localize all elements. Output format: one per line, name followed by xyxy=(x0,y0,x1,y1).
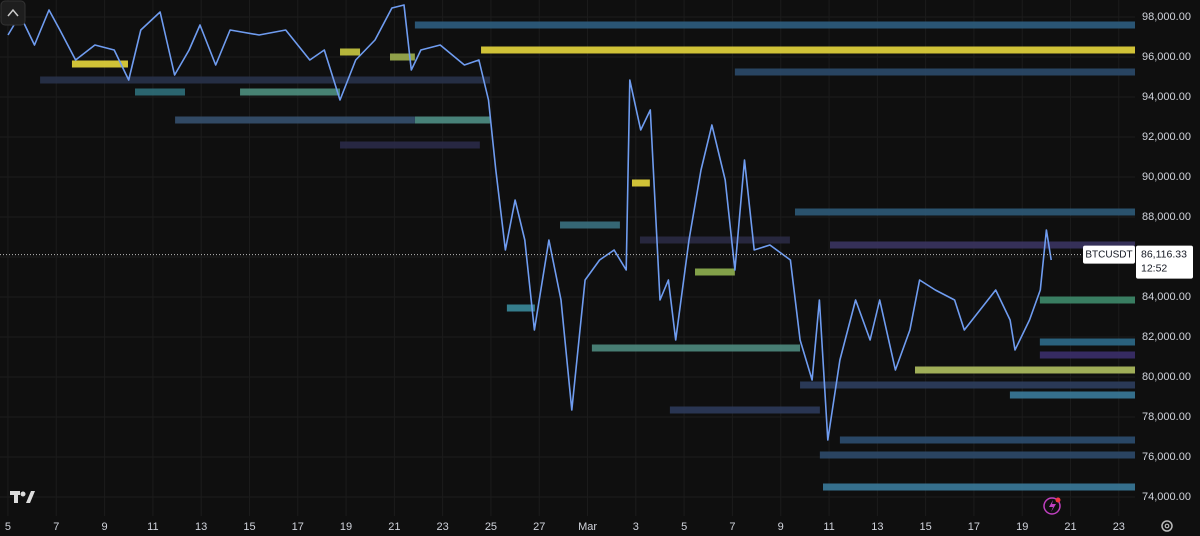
scroll-button[interactable] xyxy=(0,0,26,26)
x-tick-label: Mar xyxy=(578,521,597,533)
liquidity-level xyxy=(639,236,790,244)
grid xyxy=(0,0,1135,516)
last-price-label: 86,116.33 xyxy=(1141,248,1187,260)
liquidity-level xyxy=(669,406,820,414)
liquidity-level xyxy=(414,21,1135,29)
liquidity-level xyxy=(1039,338,1135,346)
liquidity-level xyxy=(240,88,341,96)
x-tick-label: 7 xyxy=(729,521,735,533)
liquidity-level xyxy=(71,60,128,68)
liquidity-level xyxy=(800,381,1135,389)
x-tick-label: 7 xyxy=(53,521,59,533)
x-tick-label: 25 xyxy=(485,521,497,533)
x-tick-label: 11 xyxy=(147,521,158,533)
tradingview-logo xyxy=(10,491,35,503)
liquidity-level xyxy=(915,366,1135,374)
symbol-badge xyxy=(1083,245,1135,264)
y-tick-label: 74,000.00 xyxy=(1142,491,1191,503)
y-tick-label: 78,000.00 xyxy=(1142,411,1191,423)
liquidity-level xyxy=(175,116,415,124)
liquidity-level xyxy=(40,76,490,84)
liquidity-level xyxy=(134,88,185,96)
x-tick-label: 17 xyxy=(968,521,980,533)
x-tick-label: 5 xyxy=(5,521,11,533)
liquidity-level xyxy=(819,451,1135,459)
price-line xyxy=(7,4,1052,441)
x-tick-label: 21 xyxy=(388,521,400,533)
x-tick-label: 17 xyxy=(292,521,304,533)
x-tick-label: 15 xyxy=(243,521,255,533)
y-tick-label: 88,000.00 xyxy=(1142,211,1191,223)
x-tick-label: 23 xyxy=(437,521,449,533)
y-tick-label: 80,000.00 xyxy=(1142,371,1191,383)
liquidity-level xyxy=(340,141,480,149)
countdown-label: 12:52 xyxy=(1141,262,1167,274)
x-tick-label: 15 xyxy=(920,521,932,533)
alert-icon[interactable] xyxy=(1043,497,1061,515)
symbol-label: BTCUSDT xyxy=(1085,249,1132,260)
liquidity-level xyxy=(839,436,1135,444)
x-tick-label: 23 xyxy=(1113,521,1125,533)
liquidity-level xyxy=(734,68,1135,76)
y-tick-label: 82,000.00 xyxy=(1142,331,1191,343)
x-tick-label: 19 xyxy=(1016,521,1028,533)
x-tick-label: 13 xyxy=(871,521,883,533)
up-arrow-icon xyxy=(7,8,19,17)
x-tick-label: 3 xyxy=(633,521,639,533)
liquidity-level xyxy=(481,46,1135,54)
x-tick-label: 9 xyxy=(778,521,784,533)
liquidity-level xyxy=(591,344,801,352)
liquidity-level xyxy=(631,179,650,187)
y-tick-label: 98,000.00 xyxy=(1142,11,1191,23)
x-tick-label: 5 xyxy=(681,521,687,533)
y-tick-label: 90,000.00 xyxy=(1142,171,1191,183)
x-tick-label: 11 xyxy=(823,521,834,533)
liquidity-level xyxy=(340,48,361,56)
y-tick-label: 76,000.00 xyxy=(1142,451,1191,463)
x-tick-label: 21 xyxy=(1064,521,1076,533)
liquidity-level xyxy=(390,53,415,61)
price-layer xyxy=(0,4,1135,441)
y-tick-label: 92,000.00 xyxy=(1142,131,1191,143)
liquidity-level xyxy=(794,208,1135,216)
liquidity-level xyxy=(695,268,735,276)
liquidity-level xyxy=(822,483,1135,491)
liquidity-level xyxy=(506,304,535,312)
liquidity-level xyxy=(1039,296,1135,304)
liquidity-level xyxy=(1039,351,1135,359)
liquidity-level xyxy=(1009,391,1135,399)
liquidity-level xyxy=(829,241,1135,249)
settings-icon[interactable] xyxy=(1161,520,1173,532)
heatmap xyxy=(40,21,1135,491)
x-tick-label: 9 xyxy=(102,521,108,533)
axes: 74,000.00 76,000.00 78,000.00 80,000.00 82,0… xyxy=(5,11,1193,533)
y-tick-label: 94,000.00 xyxy=(1142,91,1191,103)
x-tick-label: 13 xyxy=(195,521,207,533)
liquidity-level xyxy=(414,116,490,124)
x-tick-label: 19 xyxy=(340,521,352,533)
price-badge xyxy=(1136,245,1193,279)
liquidity-level xyxy=(560,221,620,229)
x-tick-label: 27 xyxy=(533,521,545,533)
y-tick-label: 96,000.00 xyxy=(1142,51,1191,63)
y-tick-label: 84,000.00 xyxy=(1142,291,1191,303)
